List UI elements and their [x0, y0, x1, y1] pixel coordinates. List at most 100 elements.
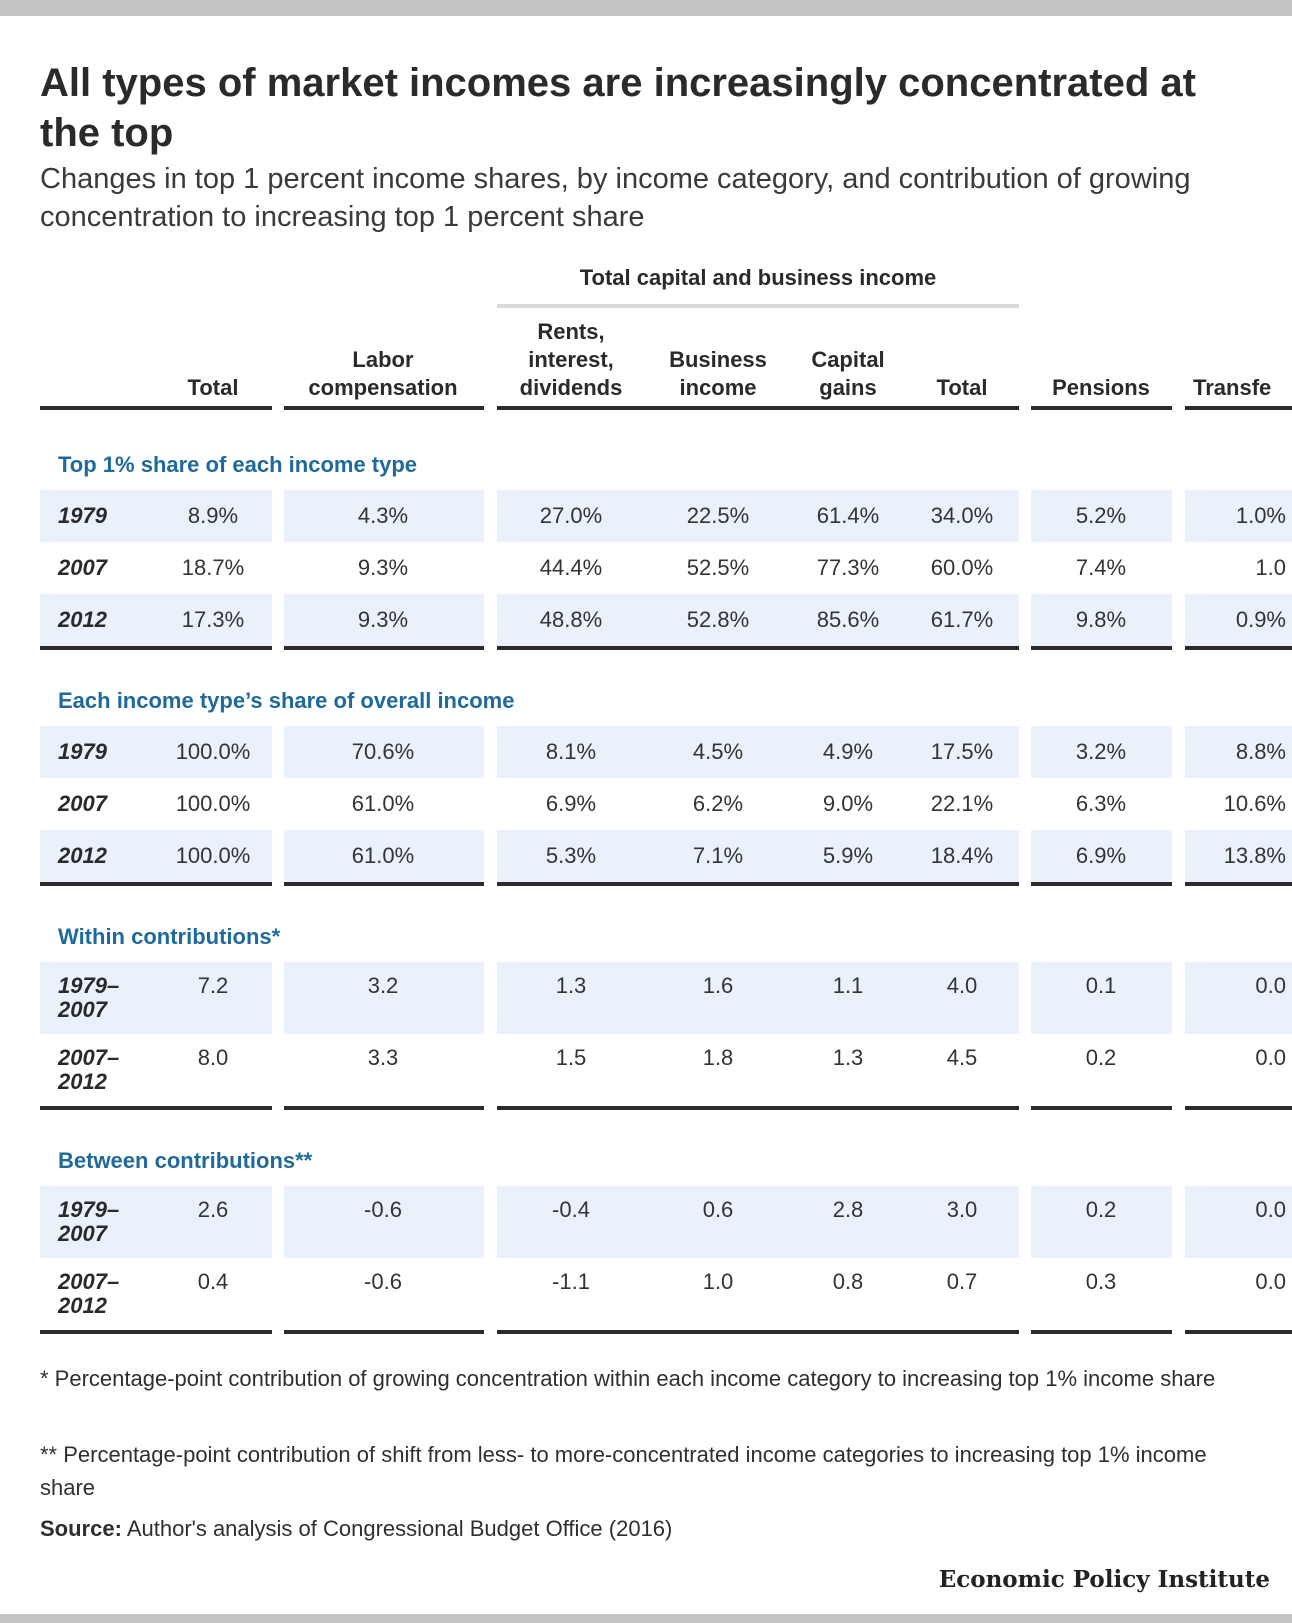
- table-cell: 6.9%: [1075, 843, 1127, 868]
- table-cell: 9.8%: [1075, 607, 1127, 632]
- row-label: 2012: [58, 607, 107, 632]
- row-band: [1185, 594, 1292, 646]
- row-label: 2007: [58, 791, 107, 816]
- table-cell: 100.0%: [175, 739, 251, 764]
- group-header-capital: Total capital and business income: [579, 265, 937, 290]
- table-cell: 0.0: [1255, 973, 1286, 998]
- divider-rule: [1185, 882, 1292, 886]
- row-band: [497, 1186, 1019, 1258]
- divider-rule: [1031, 646, 1172, 650]
- bottom-border: [0, 1614, 1292, 1623]
- section-title: Top 1% share of each income type: [58, 452, 418, 477]
- divider-rule: [284, 646, 484, 650]
- table-cell: 100.0%: [175, 843, 251, 868]
- table-cell: 0.2: [1085, 1045, 1117, 1070]
- table-cell: 4.9%: [822, 739, 874, 764]
- table-cell: 0.4: [197, 1269, 229, 1294]
- table-cell: 61.0%: [351, 843, 415, 868]
- table-cell: 8.8%: [1235, 739, 1286, 764]
- divider-rule: [40, 1106, 272, 1110]
- divider-rule: [40, 406, 272, 410]
- table-cell: 52.8%: [686, 607, 750, 632]
- table-cell: 61.4%: [816, 503, 880, 528]
- table-cell: 9.3%: [357, 555, 409, 580]
- table-cell: 61.0%: [351, 791, 415, 816]
- table-cell: -0.6: [364, 1197, 402, 1222]
- divider-rule: [1185, 646, 1292, 650]
- table-cell: 85.6%: [816, 607, 880, 632]
- table-cell: 7.2: [197, 973, 229, 998]
- table-cell: 6.3%: [1075, 791, 1127, 816]
- row-band: [284, 962, 484, 1034]
- divider-rule: [284, 882, 484, 886]
- row-band: [40, 726, 272, 778]
- table-cell: 6.9%: [545, 791, 597, 816]
- divider-rule: [497, 406, 1019, 410]
- table-cell: 0.0: [1255, 1197, 1286, 1222]
- table-cell: 60.0%: [930, 555, 994, 580]
- table-cell: 0.0: [1255, 1045, 1286, 1070]
- divider-rule: [40, 882, 272, 886]
- table-cell: 18.4%: [930, 843, 994, 868]
- row-band: [40, 594, 272, 646]
- table-cell: 4.5: [946, 1045, 978, 1070]
- row-label: 2012: [58, 843, 107, 868]
- table-cell: 3.3: [367, 1045, 399, 1070]
- table-cell: 7.1%: [692, 843, 744, 868]
- table-cell: 34.0%: [930, 503, 994, 528]
- table-cell: 9.0%: [822, 791, 874, 816]
- table-cell: 2.6: [197, 1197, 229, 1222]
- table-cell: 17.5%: [930, 739, 994, 764]
- table-cell: 1.3: [555, 973, 587, 998]
- table-cell: -0.4: [552, 1197, 590, 1222]
- table-cell: 1.0: [702, 1269, 734, 1294]
- row-band: [1031, 830, 1172, 882]
- divider-rule: [1185, 406, 1292, 410]
- table-cell: 17.3%: [181, 607, 245, 632]
- source-line: Source: Author's analysis of Congression…: [40, 1512, 1240, 1545]
- table-cell: 61.7%: [930, 607, 994, 632]
- column-header: Capital gains: [811, 347, 885, 400]
- divider-rule: [284, 1330, 484, 1334]
- row-label: 1979: [58, 739, 107, 764]
- row-label: 2007– 2012: [58, 1269, 120, 1318]
- table-cell: 0.9%: [1235, 607, 1286, 632]
- row-label: 1979– 2007: [58, 973, 120, 1022]
- row-band: [1185, 1186, 1292, 1258]
- column-header: Total: [936, 375, 988, 400]
- section-title: Within contributions*: [58, 924, 281, 949]
- table-cell: 0.1: [1085, 973, 1117, 998]
- column-header: Rents, interest, dividends: [519, 319, 623, 400]
- footnote-within: * Percentage-point contribution of growi…: [40, 1366, 1216, 1391]
- table-cell: 0.7: [946, 1269, 978, 1294]
- table-cell: 22.1%: [930, 791, 994, 816]
- table-cell: 0.2: [1085, 1197, 1117, 1222]
- table-cell: 70.6%: [351, 739, 415, 764]
- divider-rule: [1185, 1330, 1292, 1334]
- row-band: [1031, 962, 1172, 1034]
- row-band: [1185, 962, 1292, 1034]
- row-band: [40, 1186, 272, 1258]
- column-header: Transfe: [1193, 375, 1272, 400]
- row-band: [497, 830, 1019, 882]
- table-cell: 3.0: [946, 1197, 978, 1222]
- table-cell: 1.3: [832, 1045, 864, 1070]
- table-cell: 7.4%: [1075, 555, 1127, 580]
- divider-rule: [284, 406, 484, 410]
- group-header-underline: [497, 304, 1019, 308]
- table-cell: 18.7%: [181, 555, 245, 580]
- table-cell: 5.9%: [822, 843, 874, 868]
- table-cell: 52.5%: [686, 555, 750, 580]
- row-band: [284, 594, 484, 646]
- row-label: 1979: [58, 503, 107, 528]
- divider-rule: [1031, 1330, 1172, 1334]
- brand-logo: Economic Policy Institute: [938, 1566, 1270, 1593]
- table-cell: 4.5%: [692, 739, 744, 764]
- table-cell: 3.2: [367, 973, 399, 998]
- row-label: 2007: [58, 555, 107, 580]
- row-band: [1031, 594, 1172, 646]
- footnote-between: ** Percentage-point contribution of shif…: [40, 1442, 1207, 1500]
- table-cell: 0.3: [1085, 1269, 1117, 1294]
- table-cell: 8.9%: [187, 503, 239, 528]
- divider-rule: [40, 646, 272, 650]
